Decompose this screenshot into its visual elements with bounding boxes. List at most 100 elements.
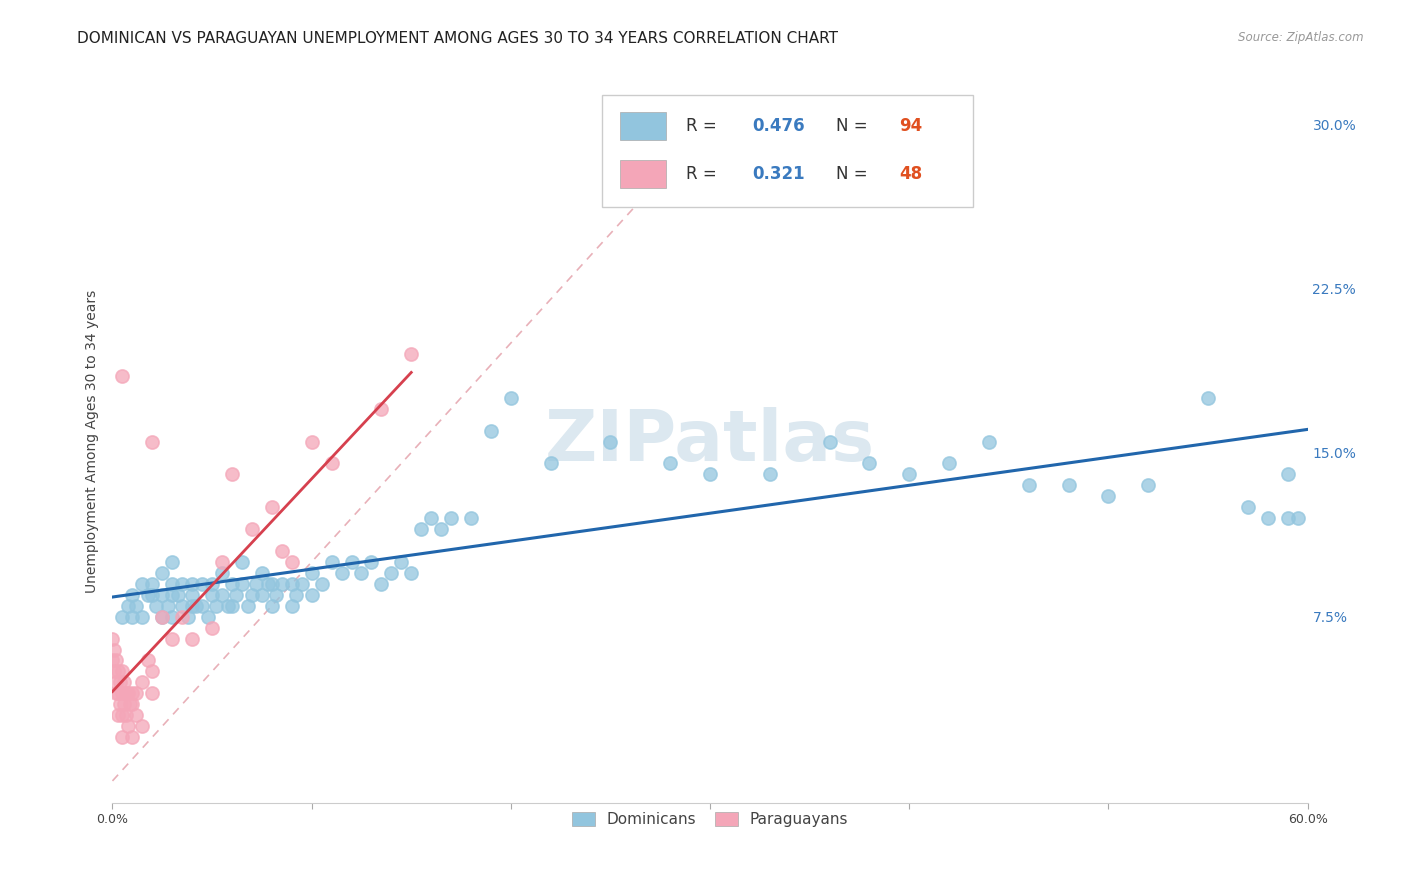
Point [117, 719, 139, 733]
Point [111, 368, 134, 383]
Point [217, 599, 239, 613]
Text: DOMINICAN VS PARAGUAYAN UNEMPLOYMENT AMONG AGES 30 TO 34 YEARS CORRELATION CHART: DOMINICAN VS PARAGUAYAN UNEMPLOYMENT AMO… [77, 31, 838, 46]
Point [1057, 478, 1080, 492]
Point [301, 588, 323, 602]
Point [291, 577, 314, 591]
Point [162, 577, 183, 591]
Point [619, 171, 641, 186]
Point [281, 577, 304, 591]
Point [201, 621, 224, 635]
Point [121, 588, 143, 602]
Point [145, 599, 167, 613]
Point [107, 708, 129, 723]
Point [370, 577, 392, 591]
Point [114, 675, 135, 690]
Point [125, 708, 148, 723]
Point [141, 665, 163, 679]
Point [370, 401, 392, 416]
Point [420, 511, 443, 525]
Point [201, 588, 224, 602]
Point [162, 609, 183, 624]
Point [141, 588, 163, 602]
Point [131, 609, 153, 624]
FancyBboxPatch shape [603, 95, 973, 207]
Point [121, 686, 143, 700]
Point [460, 511, 482, 525]
Point [540, 457, 562, 471]
Point [977, 434, 1000, 449]
Point [659, 457, 682, 471]
Point [110, 698, 132, 712]
Point [350, 566, 373, 580]
Point [111, 708, 134, 723]
Point [321, 555, 343, 569]
Point [1257, 511, 1279, 525]
Point [138, 588, 160, 602]
Point [150, 609, 173, 624]
Point [221, 599, 243, 613]
Point [699, 467, 721, 482]
Point [141, 686, 163, 700]
Point [499, 391, 522, 405]
Text: N =: N = [835, 117, 872, 135]
Point [172, 577, 194, 591]
Point [411, 522, 433, 536]
Point [818, 434, 841, 449]
Point [281, 555, 304, 569]
Text: Source: ZipAtlas.com: Source: ZipAtlas.com [1239, 31, 1364, 45]
Point [1018, 478, 1040, 492]
Point [1137, 478, 1160, 492]
Point [1237, 500, 1260, 515]
Point [107, 665, 129, 679]
Point [330, 566, 353, 580]
Point [181, 577, 204, 591]
Point [111, 686, 134, 700]
Point [201, 577, 224, 591]
Point [221, 467, 243, 482]
Point [121, 609, 143, 624]
Text: 0.476: 0.476 [752, 117, 804, 135]
Point [157, 599, 180, 613]
Point [138, 653, 160, 667]
Point [231, 555, 253, 569]
Point [114, 698, 135, 712]
Point [401, 347, 423, 361]
Point [301, 434, 323, 449]
Point [211, 555, 233, 569]
Point [162, 588, 183, 602]
Point [284, 588, 307, 602]
Point [270, 544, 292, 558]
Point [181, 599, 204, 613]
Point [211, 566, 233, 580]
Text: R =: R = [686, 117, 723, 135]
Point [101, 653, 124, 667]
Point [101, 632, 124, 646]
Point [211, 588, 233, 602]
Point [221, 577, 243, 591]
Point [105, 686, 128, 700]
Point [389, 555, 412, 569]
Point [150, 566, 173, 580]
Point [260, 599, 283, 613]
Point [380, 566, 402, 580]
Text: 94: 94 [898, 117, 922, 135]
Point [141, 434, 163, 449]
Point [205, 599, 228, 613]
Point [111, 665, 134, 679]
Point [162, 632, 183, 646]
Point [260, 500, 283, 515]
Point [250, 588, 273, 602]
Point [191, 577, 214, 591]
Point [105, 653, 128, 667]
Point [120, 698, 142, 712]
Y-axis label: Unemployment Among Ages 30 to 34 years: Unemployment Among Ages 30 to 34 years [84, 290, 98, 593]
FancyBboxPatch shape [620, 161, 666, 188]
Point [430, 522, 453, 536]
Point [115, 686, 138, 700]
Point [264, 588, 287, 602]
Point [167, 588, 190, 602]
Point [191, 599, 214, 613]
Point [360, 555, 382, 569]
Point [103, 665, 125, 679]
Point [150, 609, 173, 624]
